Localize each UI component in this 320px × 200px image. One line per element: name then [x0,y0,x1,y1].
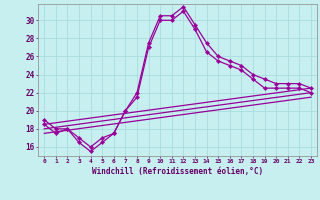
X-axis label: Windchill (Refroidissement éolien,°C): Windchill (Refroidissement éolien,°C) [92,167,263,176]
